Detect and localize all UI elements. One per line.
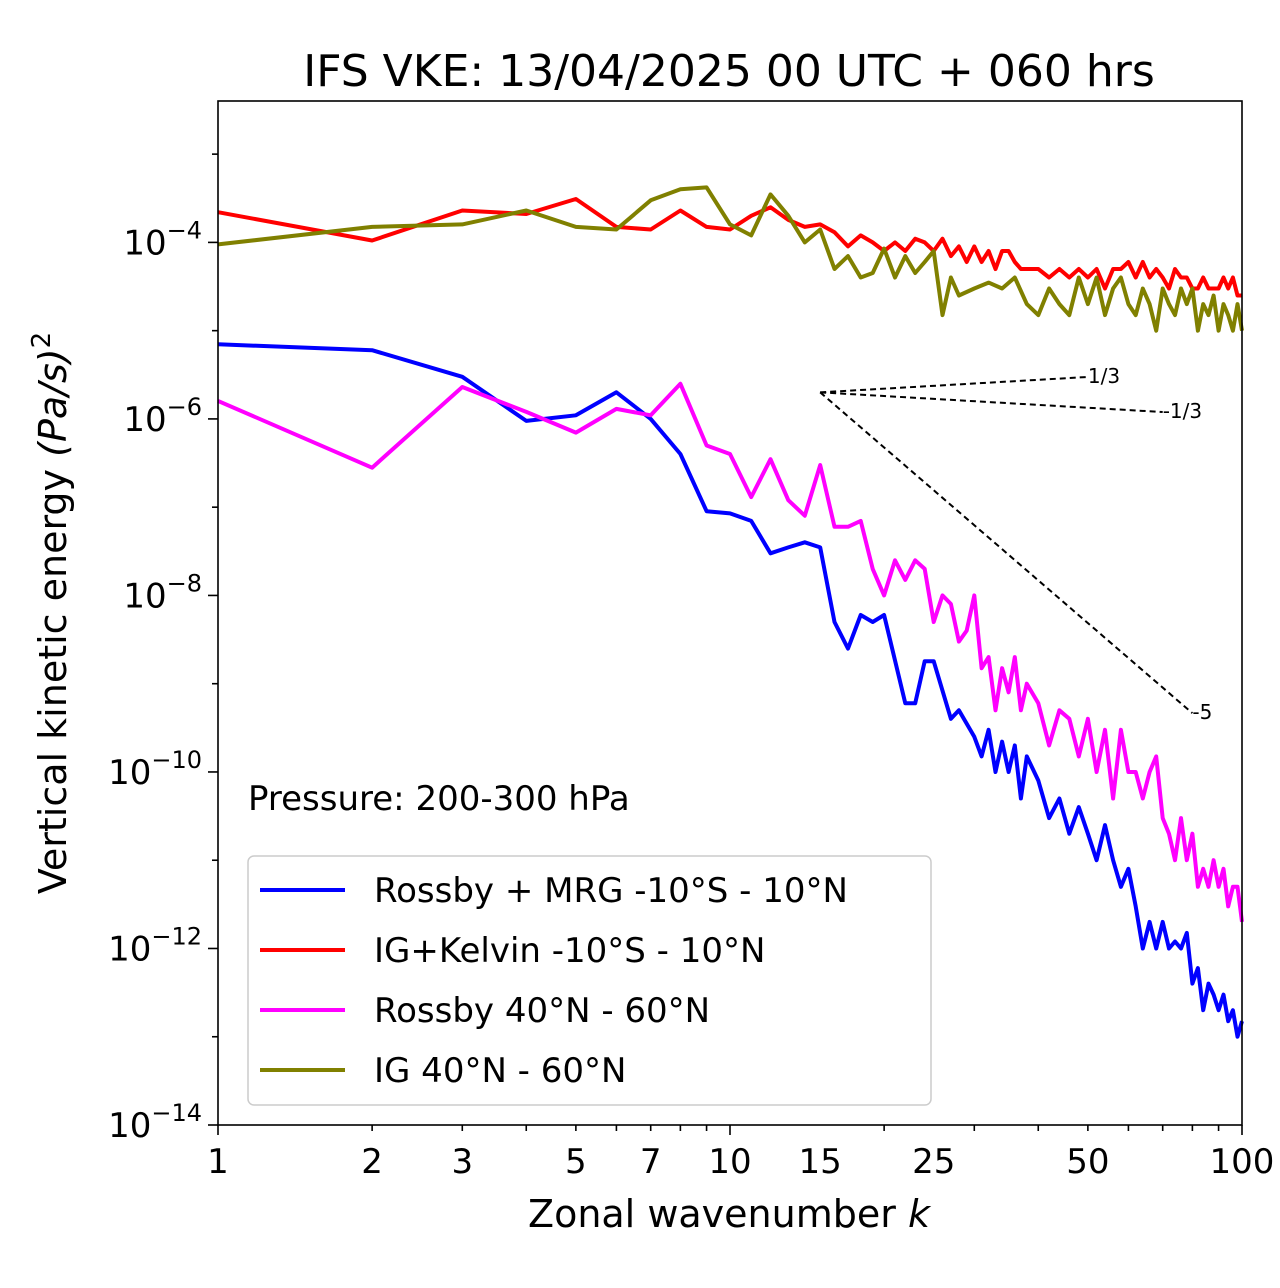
x-tick-label: 1 (207, 1142, 229, 1182)
pressure-annotation: Pressure: 200-300 hPa (248, 779, 630, 819)
series-line-1 (217, 342, 1244, 1039)
reference-slopes: 1/3 -1/3 -5 (819, 364, 1212, 724)
legend-box (247, 855, 932, 1106)
slope-label-2: -1/3 (1163, 399, 1202, 423)
y-tick-label: 10−10 (108, 746, 202, 793)
y-tick-label: 10−6 (123, 393, 202, 440)
slope-label-3: -5 (1192, 700, 1212, 724)
y-axis-label: Vertical kinetic energy (Pa/s)2 (27, 332, 75, 894)
x-tick-label: 2 (361, 1142, 383, 1182)
x-tick-label: 10 (708, 1142, 751, 1182)
slope-line-2 (820, 391, 1163, 414)
series-line-2 (217, 197, 1242, 298)
chart-title: IFS VKE: 13/04/2025 00 UTC + 060 hrs (303, 46, 1155, 97)
x-tick-label: 5 (565, 1142, 587, 1182)
x-tick-label: 15 (799, 1142, 842, 1182)
x-tick-label: 7 (640, 1142, 662, 1182)
slope-line-1 (820, 375, 1088, 394)
slope-line-3 (819, 391, 1194, 714)
y-tick-label: 10−12 (108, 922, 202, 969)
x-tick-label: 3 (451, 1142, 473, 1182)
x-tick-label: 100 (1210, 1142, 1275, 1182)
legend-label-1: Rossby + MRG -10°S - 10°N (374, 871, 848, 911)
y-tick-label: 10−4 (123, 216, 202, 263)
y-tick-label: 10−14 (108, 1099, 202, 1146)
series-line-3 (217, 381, 1244, 923)
x-tick-label: 50 (1066, 1142, 1109, 1182)
legend-label-3: Rossby 40°N - 60°N (374, 991, 710, 1031)
y-tick-label: 10−8 (123, 569, 202, 616)
legend: Rossby + MRG -10°S - 10°N IG+Kelvin -10°S… (247, 855, 932, 1106)
series-layer (217, 185, 1244, 1039)
x-tick-label: 25 (912, 1142, 955, 1182)
x-axis-ticks: 1 2 3 5 7 10 15 25 50 100 (207, 1125, 1274, 1182)
x-axis-label: Zonal wavenumber k (528, 1192, 932, 1236)
legend-label-2: IG+Kelvin -10°S - 10°N (374, 931, 765, 971)
series-line-4 (217, 185, 1244, 333)
y-axis-ticks: 10−4 10−6 10−8 10−10 10−12 10−14 (108, 153, 218, 1146)
legend-label-4: IG 40°N - 60°N (374, 1051, 626, 1091)
slope-label-1: 1/3 (1088, 364, 1120, 388)
